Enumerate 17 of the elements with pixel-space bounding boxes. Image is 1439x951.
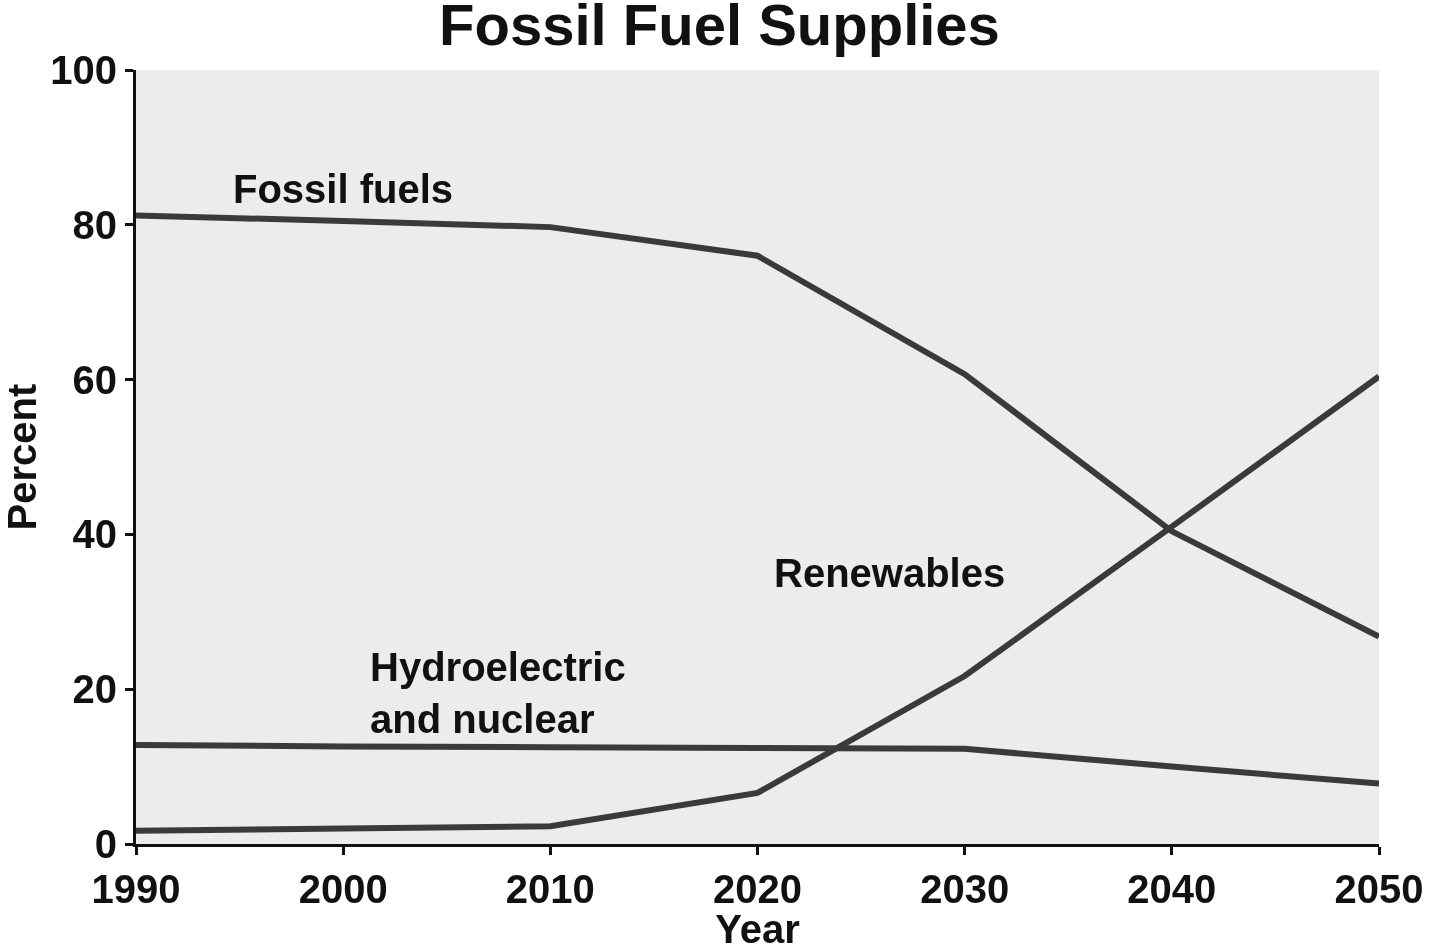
y-tick-label: 20: [72, 667, 117, 712]
x-tick-label: 2050: [1334, 867, 1424, 911]
x-tick-label: 2000: [298, 867, 388, 911]
x-tick-label: 1990: [91, 867, 181, 911]
y-tick-label: 80: [72, 202, 117, 247]
x-tick-label: 2030: [920, 867, 1010, 911]
y-tick-label: 100: [50, 48, 117, 92]
series-label: Fossil fuels: [233, 167, 454, 211]
x-tick-label: 2040: [1127, 867, 1217, 911]
series-label: Hydroelectric and nuclear: [370, 645, 626, 741]
series-label: Renewables: [774, 551, 1006, 595]
chart-title: Fossil Fuel Supplies: [439, 0, 1000, 58]
y-axis-title: Percent: [0, 383, 44, 531]
y-tick-label: 40: [72, 512, 117, 557]
x-tick-label: 2010: [505, 867, 595, 911]
y-tick-label: 60: [72, 357, 117, 402]
y-tick-label: 0: [94, 822, 117, 866]
